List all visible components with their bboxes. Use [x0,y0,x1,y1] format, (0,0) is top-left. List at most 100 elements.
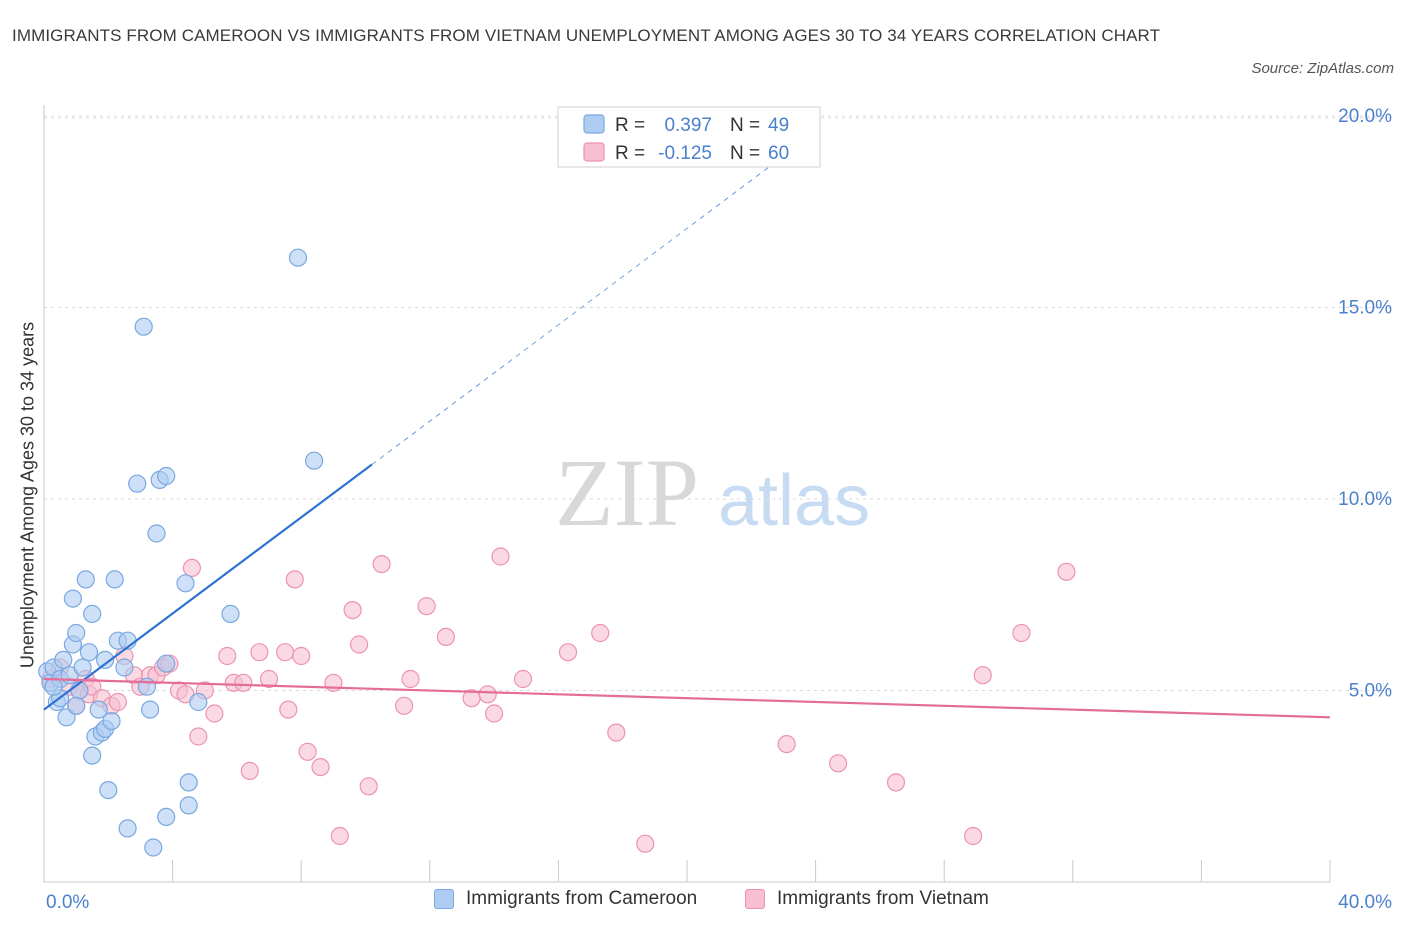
point-vietnam [1057,562,1076,581]
point-cameroon [105,570,124,589]
point-vietnam [359,777,378,796]
point-vietnam [417,597,436,616]
trend-line-cameroon-extension [371,165,771,465]
point-vietnam [478,685,497,704]
y-tick-label: 10.0% [1338,489,1392,510]
trend-line-vietnam [43,677,1331,719]
point-vietnam [963,826,983,846]
point-cameroon [95,650,115,670]
point-vietnam [182,558,201,578]
gridlines [44,115,1392,691]
y-tick-label: 15.0% [1338,298,1392,319]
point-vietnam [436,627,455,647]
point-vietnam [311,757,330,777]
source-credit: Source: ZipAtlas.com [1251,60,1394,77]
watermark-zip: ZIP [555,439,699,546]
point-cameroon [44,677,63,696]
point-cameroon [305,451,324,470]
point-vietnam [234,673,253,692]
point-vietnam [292,646,311,666]
stats-r-value: 0.397 [664,115,712,136]
point-vietnam [886,773,906,792]
point-vietnam [279,700,298,719]
point-cameroon [141,700,160,719]
point-vietnam [973,666,992,685]
series-legend: Immigrants from Cameroon Immigrants from… [0,888,1406,918]
point-vietnam [372,554,391,574]
stats-n-value: 49 [768,115,789,136]
point-cameroon [89,700,108,719]
point-cameroon [102,711,121,731]
point-cameroon [147,524,166,543]
point-vietnam [401,669,420,689]
stats-n-value: 60 [768,143,789,164]
point-cameroon [99,780,118,800]
point-cameroon [76,570,95,589]
point-vietnam [240,761,259,781]
point-cameroon [83,746,102,765]
stats-r-value: -0.125 [658,143,712,164]
point-vietnam [259,669,279,689]
stats-r-label: R = [615,115,645,136]
point-cameroon [288,248,308,267]
point-cameroon [179,773,198,792]
point-vietnam [350,635,369,654]
series-cameroon [38,248,324,857]
point-vietnam [777,734,796,754]
tick-labels: 5.0% 10.0% 15.0% 20.0% 0.0% 40.0% [46,106,1392,913]
point-cameroon [115,658,134,677]
point-vietnam [250,643,269,662]
point-cameroon [54,650,73,670]
point-vietnam [1012,623,1031,643]
stats-r-label: R = [615,143,645,164]
stats-n-label: N = [730,143,760,164]
point-vietnam [330,826,349,846]
point-cameroon [73,658,92,677]
point-vietnam [343,600,362,620]
point-cameroon [134,317,153,336]
trend-line-cameroon [43,463,373,711]
stats-legend: R = 0.397 N = 49 R = -0.125 N = 60 [557,106,821,168]
point-cameroon [128,474,147,493]
point-vietnam [108,692,128,712]
trend-lines [43,165,1331,719]
point-vietnam [591,623,610,643]
point-vietnam [513,669,533,689]
point-vietnam [276,643,295,662]
point-cameroon [189,692,208,712]
legend-label-vietnam: Immigrants from Vietnam [777,888,989,909]
chart-title: IMMIGRANTS FROM CAMEROON VS IMMIGRANTS F… [12,26,1161,45]
point-cameroon [63,589,83,608]
point-cameroon [179,796,198,815]
point-vietnam [636,834,655,853]
legend-item-vietnam[interactable]: Immigrants from Vietnam [745,888,989,910]
y-tick-label: 20.0% [1338,106,1392,127]
point-cameroon [176,574,195,593]
point-cameroon [157,654,176,673]
watermark-atlas: atlas [718,461,870,541]
point-vietnam [607,723,626,742]
point-vietnam [395,696,414,715]
legend-label-cameroon: Immigrants from Cameroon [466,888,698,909]
point-vietnam [491,547,510,566]
axes [43,105,1331,883]
point-cameroon [83,604,102,624]
point-vietnam [218,646,237,666]
point-vietnam [558,643,578,662]
point-cameroon [67,623,86,643]
point-cameroon [67,696,86,715]
stats-swatch [583,142,605,162]
legend-swatch-vietnam [745,889,765,909]
stats-n-label: N = [730,115,760,136]
y-tick-label: 5.0% [1349,681,1392,702]
point-cameroon [79,643,99,662]
point-vietnam [485,704,504,723]
legend-item-cameroon[interactable]: Immigrants from Cameroon [434,888,697,910]
point-cameroon [157,807,176,827]
point-vietnam [828,754,848,773]
x-tick-label: 40.0% [1338,892,1392,913]
point-vietnam [298,742,317,761]
point-vietnam [189,727,208,746]
point-cameroon [221,604,240,624]
